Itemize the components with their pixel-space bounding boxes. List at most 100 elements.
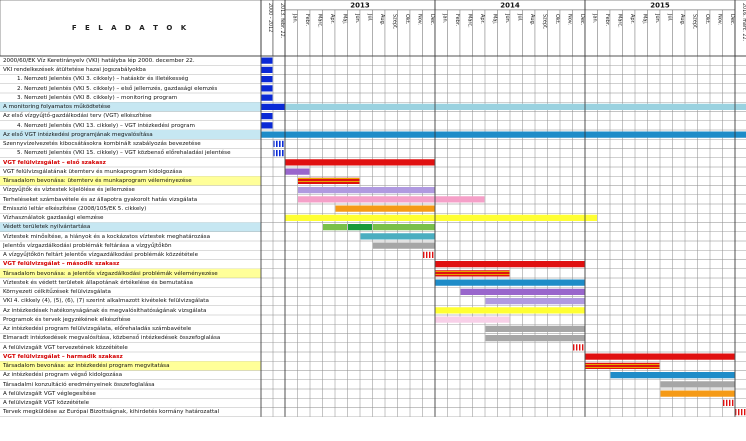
pre-column-label: 2000 - 2012 (267, 3, 273, 32)
task-bar (285, 168, 310, 175)
month-header-label: Jún. (654, 13, 661, 24)
month-header-label: Aug. (679, 14, 685, 26)
task-label: A vízgyűjtőkön feltárt jelentős vízgazdá… (3, 252, 199, 259)
month-header-label: Okt. (404, 14, 410, 25)
task-bar (435, 307, 585, 314)
task-label: Vízgyűjtők és víztestek kijelölése és je… (3, 187, 135, 194)
task-label: Terheléseket számbavétele és az állapotr… (3, 196, 198, 203)
month-header-label: Febr. (604, 14, 610, 26)
month-header-label: Ápr. (329, 14, 336, 24)
task-bar (298, 177, 360, 184)
task-row-highlight (0, 102, 261, 112)
month-header-label: Jan. (291, 13, 297, 24)
task-bar (460, 288, 585, 295)
task-label: Társadalom bevonása: a jelentős vízgazdá… (3, 270, 218, 277)
month-header-label: Márc. (316, 14, 323, 28)
month-header-label: Dec. (579, 14, 585, 26)
task-label: 1. Nemzeti Jelentés (VKI 3. cikkely) – h… (17, 76, 189, 83)
task-bar (285, 159, 435, 166)
task-label: A felülvizsgált VGT véglegesítése (3, 390, 96, 397)
month-header-label: Márc. (616, 14, 623, 28)
task-bar (373, 242, 435, 249)
task-bar (273, 150, 285, 157)
task-bar (285, 214, 597, 221)
task-label: 3. Nemzeti Jelentés (VKI 8. cikkely) – m… (17, 94, 178, 101)
task-bar (435, 279, 585, 286)
task-bar (485, 335, 585, 342)
month-header-label: Szept. (391, 14, 397, 30)
task-row-highlight (0, 176, 261, 186)
task-bar (735, 409, 746, 416)
task-bar (660, 381, 735, 388)
task-label: Jelentős vízgazdálkodási problémák feltá… (3, 242, 172, 249)
task-row-highlight (0, 361, 261, 371)
task-label: VGT felülvizsgálat – harmadik szakasz (3, 353, 123, 360)
month-header-label: Jún. (354, 13, 361, 24)
task-label: A monitoring folyamatos működtetése (3, 104, 111, 111)
task-bar (423, 251, 435, 258)
task-bar (273, 140, 285, 147)
task-bar (261, 76, 273, 83)
post-column-label: 2016. márc. 22. (741, 3, 746, 41)
task-row-highlight (0, 268, 261, 278)
task-bar (610, 372, 735, 379)
task-label: Társadalom bevonása: az intézkedési prog… (3, 363, 170, 370)
task-label: A felülvizsgált VGT tervezetének közzété… (3, 344, 128, 351)
tasks-title: F E L A D A T O K (71, 24, 190, 32)
task-bar (298, 196, 435, 203)
task-label: 2000/60/EK Víz Keretirányelv (VKI) hatál… (3, 57, 195, 64)
month-header-label: Okt. (554, 14, 560, 25)
task-bar (660, 390, 735, 397)
year-header-label: 2015 (650, 2, 670, 10)
month-header-label: Dec. (729, 14, 735, 26)
task-label: 2. Nemzeti Jelentés (VKI 5. cikkely) – e… (17, 85, 218, 92)
year-header-label: 2013 (350, 2, 370, 10)
month-header-label: Szept. (541, 14, 547, 30)
task-label: VGT felülvizsgálat – első szakasz (3, 159, 106, 166)
task-bar (298, 187, 435, 194)
month-header-label: Dec. (429, 14, 435, 26)
task-label: Védett területek nyilvántartása (3, 224, 91, 231)
task-bar (485, 298, 585, 305)
month-header-label: Máj. (491, 14, 498, 25)
task-label: VGT felülvizsgálat – második szakasz (3, 261, 120, 268)
task-bar (285, 103, 746, 110)
month-header-label: Júl. (666, 13, 673, 22)
task-row-highlight (0, 130, 261, 140)
task-bar (261, 103, 285, 110)
month-header-label: Máj. (341, 14, 348, 25)
task-bar (435, 270, 510, 277)
task-bar (261, 66, 273, 73)
task-label: A felülvizsgált VGT közzététele (3, 400, 90, 407)
task-label: Programok és tervek jegyzékének elkészít… (3, 316, 131, 323)
task-bar (585, 353, 735, 360)
task-bar (435, 196, 485, 203)
task-label: Víztestek minősítése, a hiányok és a koc… (3, 233, 210, 240)
task-bar (348, 224, 372, 231)
task-bar (323, 224, 347, 231)
month-header-label: Aug. (529, 14, 535, 26)
task-bar (261, 122, 273, 129)
task-label: VKI rendelkezések átültetése hazai jogsz… (3, 67, 146, 74)
task-label: 5. Nemzeti Jelentés (VKI 15. cikkely) – … (17, 150, 231, 157)
task-label: VKI 4. cikkely (4), (5), (6), (7) szerin… (3, 298, 209, 305)
task-label: Az intézkedési program felülvizsgálata, … (3, 326, 192, 333)
month-header-label: Nov. (716, 14, 722, 25)
task-bar (261, 57, 273, 64)
month-header-label: Nov. (566, 14, 572, 25)
task-bar (261, 94, 273, 101)
month-header-label: Jún. (504, 13, 511, 24)
month-header-label: Ápr. (479, 14, 486, 24)
task-label-column: F E L A D A T O K 2000/60/EK Víz Keretir… (0, 0, 261, 441)
task-bar (573, 344, 585, 351)
task-bar (261, 113, 273, 120)
task-label: Elmaradt intézkedések megvalósítása, köz… (3, 335, 221, 342)
task-row-highlight (0, 222, 261, 232)
month-header-label: Ápr. (629, 14, 636, 24)
task-label: Víztestek és védett területek állapotána… (3, 279, 193, 286)
task-label: Társadalom bevonása: ütemterv és munkapr… (3, 178, 192, 185)
month-header-label: Febr. (304, 14, 310, 26)
month-header-label: Aug. (379, 14, 385, 26)
